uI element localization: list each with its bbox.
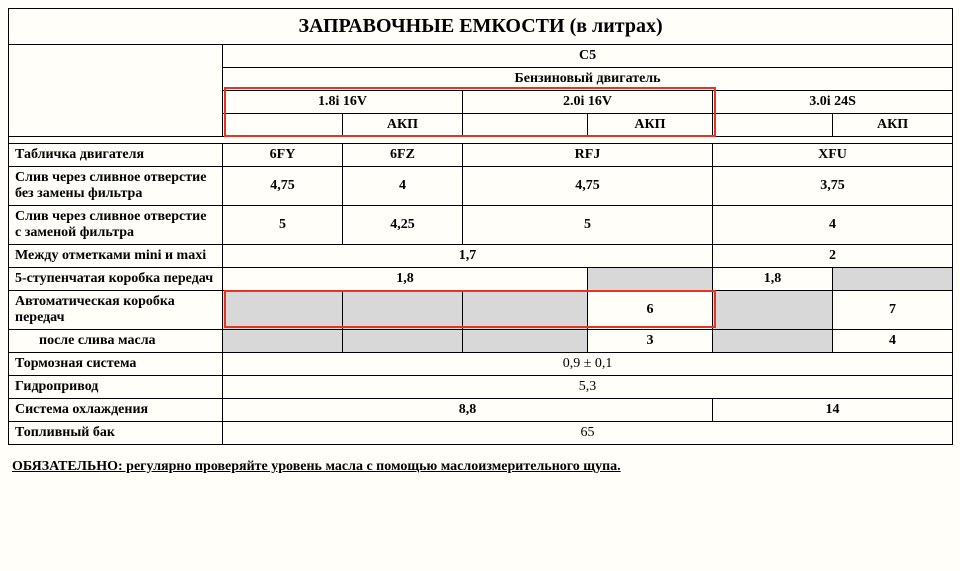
variant-3: 3.0i 24S — [713, 91, 953, 114]
df-c1: 5 — [223, 206, 343, 245]
auto-shade-3 — [463, 291, 588, 330]
gb5-shade-2 — [833, 268, 953, 291]
plate-c3: RFJ — [463, 144, 713, 167]
ad-shade-4 — [713, 330, 833, 353]
row-after-drain: после слива масла 3 4 — [9, 330, 953, 353]
label-gearbox5: 5-ступенчатая коробка передач — [9, 268, 223, 291]
akp-spacer-1 — [223, 114, 343, 137]
variant-2: 2.0i 16V — [463, 91, 713, 114]
spacer-row — [9, 137, 953, 144]
label-auto: Автоматическая коробка передач — [9, 291, 223, 330]
label-cooling: Система охлаждения — [9, 399, 223, 422]
df-c3: 5 — [463, 206, 713, 245]
akp-spacer-2 — [463, 114, 588, 137]
ad-c4: 4 — [833, 330, 953, 353]
label-hydro: Гидропривод — [9, 376, 223, 399]
ad-shade-3 — [463, 330, 588, 353]
df-c2: 4,25 — [343, 206, 463, 245]
akp-2: АКП — [588, 114, 713, 137]
label-drain-filter: Слив через сливное отверстие с заменой ф… — [9, 206, 223, 245]
df-c4: 4 — [713, 206, 953, 245]
row-drain-filter: Слив через сливное отверстие с заменой ф… — [9, 206, 953, 245]
akp-1: АКП — [343, 114, 463, 137]
ad-shade-1 — [223, 330, 343, 353]
engine-group-header: Бензиновый двигатель — [223, 68, 953, 91]
ad-shade-2 — [343, 330, 463, 353]
variant-1: 1.8i 16V — [223, 91, 463, 114]
row-gearbox5: 5-ступенчатая коробка передач 1,8 1,8 — [9, 268, 953, 291]
dnf-c2: 4 — [343, 167, 463, 206]
cooling-left: 8,8 — [223, 399, 713, 422]
dnf-c1: 4,75 — [223, 167, 343, 206]
auto-c3: 6 — [588, 291, 713, 330]
label-fuel: Топливный бак — [9, 422, 223, 445]
row-auto: Автоматическая коробка передач 6 7 — [9, 291, 953, 330]
row-mini-maxi: Между отметками mini и maxi 1,7 2 — [9, 245, 953, 268]
brakes-val: 0,9 ± 0,1 — [223, 353, 953, 376]
row-hydro: Гидропривод 5,3 — [9, 376, 953, 399]
auto-shade-1 — [223, 291, 343, 330]
label-after-drain: после слива масла — [9, 330, 223, 353]
gb5-left: 1,8 — [223, 268, 588, 291]
dnf-c3: 4,75 — [463, 167, 713, 206]
table-wrap: ЗАПРАВОЧНЫЕ ЕМКОСТИ (в литрах) C5 Бензин… — [8, 8, 952, 479]
row-fuel: Топливный бак 65 — [9, 422, 953, 445]
gb5-shade-1 — [588, 268, 713, 291]
plate-c1: 6FY — [223, 144, 343, 167]
header-spacer — [9, 45, 223, 137]
akp-spacer-3 — [713, 114, 833, 137]
row-plate: Табличка двигателя 6FY 6FZ RFJ XFU — [9, 144, 953, 167]
auto-shade-2 — [343, 291, 463, 330]
capacities-table: ЗАПРАВОЧНЫЕ ЕМКОСТИ (в литрах) C5 Бензин… — [8, 8, 953, 445]
cooling-right: 14 — [713, 399, 953, 422]
footer-note: ОБЯЗАТЕЛЬНО: регулярно проверяйте уровен… — [8, 445, 952, 479]
auto-shade-4 — [713, 291, 833, 330]
ad-c3: 3 — [588, 330, 713, 353]
gb5-right: 1,8 — [713, 268, 833, 291]
label-plate: Табличка двигателя — [9, 144, 223, 167]
hydro-val: 5,3 — [223, 376, 953, 399]
plate-c2: 6FZ — [343, 144, 463, 167]
akp-3: АКП — [833, 114, 953, 137]
label-drain-no-filter: Слив через сливное отверстие без замены … — [9, 167, 223, 206]
fuel-val: 65 — [223, 422, 953, 445]
row-drain-no-filter: Слив через сливное отверстие без замены … — [9, 167, 953, 206]
row-brakes: Тормозная система 0,9 ± 0,1 — [9, 353, 953, 376]
row-cooling: Система охлаждения 8,8 14 — [9, 399, 953, 422]
plate-c4: XFU — [713, 144, 953, 167]
label-brakes: Тормозная система — [9, 353, 223, 376]
auto-c4: 7 — [833, 291, 953, 330]
model-header: C5 — [223, 45, 953, 68]
dnf-c4: 3,75 — [713, 167, 953, 206]
page-title: ЗАПРАВОЧНЫЕ ЕМКОСТИ (в литрах) — [9, 9, 953, 45]
label-mini-maxi: Между отметками mini и maxi — [9, 245, 223, 268]
title-row: ЗАПРАВОЧНЫЕ ЕМКОСТИ (в литрах) — [9, 9, 953, 45]
mm-left: 1,7 — [223, 245, 713, 268]
mm-right: 2 — [713, 245, 953, 268]
